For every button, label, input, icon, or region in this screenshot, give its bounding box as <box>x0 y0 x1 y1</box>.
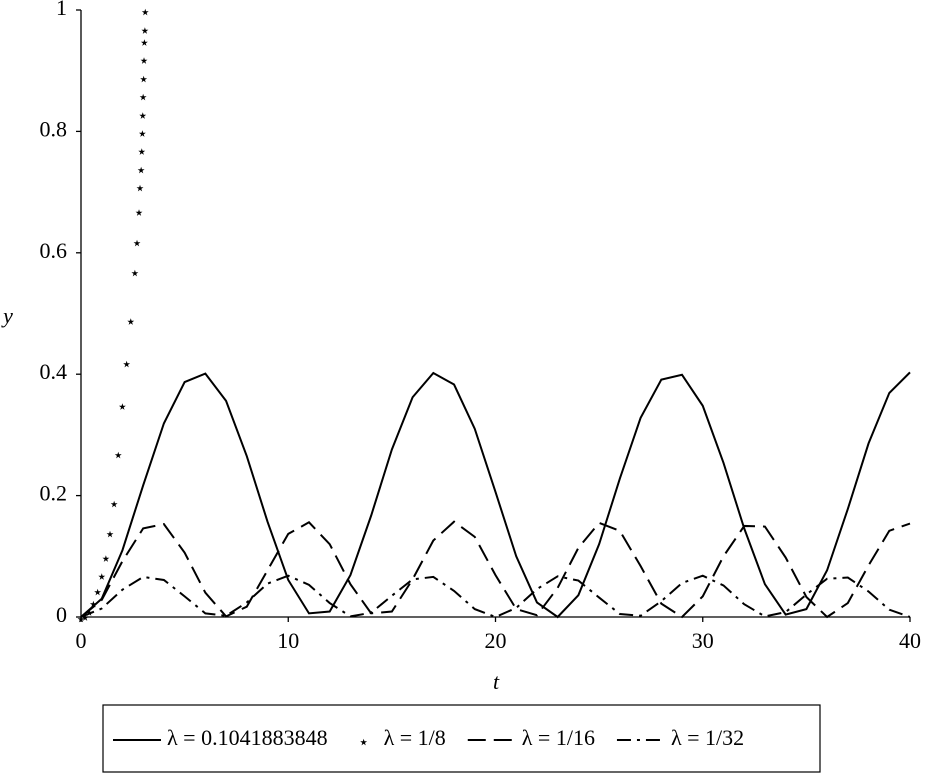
star-marker: ⋆ <box>133 202 144 222</box>
y-tick-label: 0 <box>56 602 67 627</box>
star-marker: ⋆ <box>139 32 150 52</box>
star-marker: ⋆ <box>140 2 151 22</box>
x-tick-label: 0 <box>76 628 87 653</box>
series-line <box>80 574 911 619</box>
legend-label: λ = 1/16 <box>522 725 595 750</box>
series-line <box>80 520 911 619</box>
x-axis-label: t <box>493 669 500 694</box>
y-tick-label: 1 <box>56 0 67 20</box>
star-marker: ⋆ <box>139 20 150 40</box>
star-marker: ⋆ <box>84 602 95 622</box>
star-marker: ⋆ <box>88 594 99 614</box>
y-tick-label: 0.4 <box>40 359 68 384</box>
legend-box <box>102 704 821 773</box>
star-marker: ⋆ <box>131 233 142 253</box>
legend-label: λ = 1/32 <box>671 725 744 750</box>
y-tick-label: 0.6 <box>40 238 68 263</box>
legend-marker: ⋆ <box>358 732 369 752</box>
star-marker: ⋆ <box>92 582 103 602</box>
star-marker: ⋆ <box>104 524 115 544</box>
star-marker: ⋆ <box>109 494 120 514</box>
star-marker: ⋆ <box>121 354 132 374</box>
x-tick-label: 30 <box>692 628 714 653</box>
y-axis-label: y <box>1 303 13 328</box>
x-tick-label: 20 <box>485 628 507 653</box>
star-marker: ⋆ <box>80 607 91 627</box>
star-marker: ⋆ <box>138 87 149 107</box>
x-tick-label: 10 <box>277 628 299 653</box>
star-marker: ⋆ <box>137 105 148 125</box>
series-line <box>80 371 911 619</box>
star-marker: ⋆ <box>100 548 111 568</box>
star-marker: ⋆ <box>129 263 140 283</box>
star-marker: ⋆ <box>125 312 136 332</box>
star-marker: ⋆ <box>138 51 149 71</box>
legend-label: λ = 1/8 <box>384 725 446 750</box>
star-marker: ⋆ <box>96 567 107 587</box>
x-tick-label: 40 <box>899 628 921 653</box>
star-marker: ⋆ <box>136 142 147 162</box>
legend-label: λ = 0.1041883848 <box>167 725 328 750</box>
y-tick-label: 0.2 <box>40 481 68 506</box>
star-marker: ⋆ <box>117 397 128 417</box>
star-marker: ⋆ <box>113 445 124 465</box>
star-marker: ⋆ <box>137 124 148 144</box>
star-marker: ⋆ <box>75 609 86 629</box>
y-tick-label: 0.8 <box>40 116 68 141</box>
star-marker: ⋆ <box>138 69 149 89</box>
star-marker: ⋆ <box>134 178 145 198</box>
star-marker: ⋆ <box>135 160 146 180</box>
